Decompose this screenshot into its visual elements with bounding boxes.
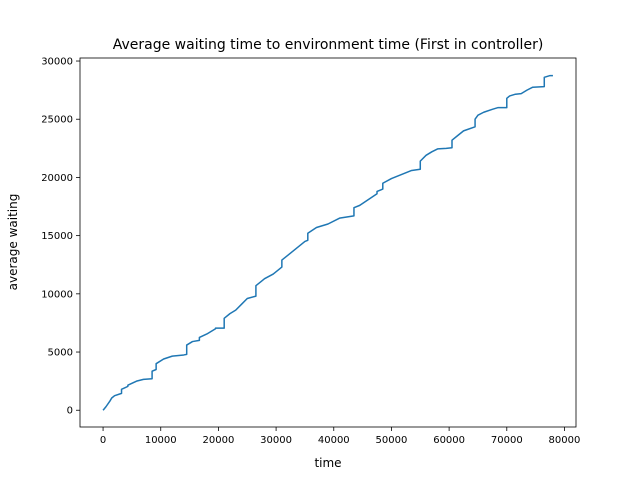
x-tick-label: 10000 [145,435,177,446]
x-tick-label: 80000 [549,435,581,446]
x-axis-label: time [314,456,341,470]
x-tick-label: 40000 [318,435,350,446]
chart-title: Average waiting time to environment time… [113,37,544,53]
y-tick-label: 25000 [41,115,73,126]
series-line-0 [102,74,553,411]
axes-frame [79,57,577,428]
x-axis: 0 10000 20000 30000 40000 50000 60000 70000 8000… [100,427,580,446]
y-tick-label: 20000 [41,173,73,184]
y-axis-label: average waiting [6,194,20,291]
y-tick-label: 15000 [41,231,73,242]
y-tick-label: 0 [67,406,73,417]
y-axis: 0 5000 10000 15000 20000 25000 30000 [41,57,80,417]
x-tick-label: 0 [100,435,106,446]
x-tick-label: 70000 [491,435,523,446]
x-tick-label: 30000 [260,435,292,446]
y-tick-label: 5000 [48,348,73,359]
x-tick-label: 60000 [433,435,465,446]
plot-area [102,74,553,411]
x-tick-label: 20000 [203,435,235,446]
y-tick-label: 10000 [41,289,73,300]
x-tick-label: 50000 [376,435,408,446]
y-tick-label: 30000 [41,57,73,68]
